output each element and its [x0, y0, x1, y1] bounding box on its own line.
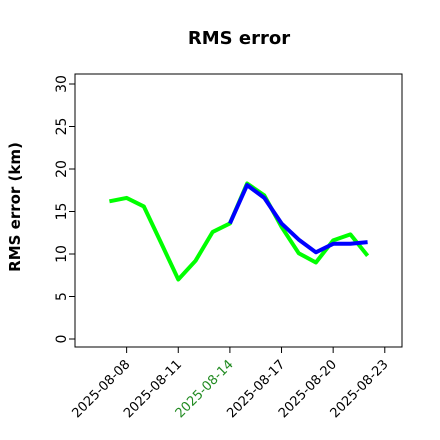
- plot-frame: [74, 73, 403, 348]
- chart-title: RMS error: [188, 28, 290, 49]
- series-line-2: [228, 183, 368, 255]
- series-layer: [109, 181, 370, 282]
- y-tick-label: 0: [54, 335, 70, 344]
- series-line-1: [109, 181, 370, 282]
- y-tick-label: 15: [54, 203, 70, 221]
- y-tick-label: 30: [54, 75, 70, 93]
- y-axis: 0 5 10 15 20 25 30: [54, 75, 75, 343]
- y-tick-label: 25: [54, 118, 70, 136]
- y-tick-label: 5: [54, 292, 70, 301]
- x-axis: 2025-08-082025-08-112025-08-142025-08-17…: [69, 347, 392, 421]
- y-tick-label: 20: [54, 160, 70, 178]
- y-tick-label: 10: [54, 245, 70, 263]
- y-axis-label: RMS error (km): [6, 142, 24, 272]
